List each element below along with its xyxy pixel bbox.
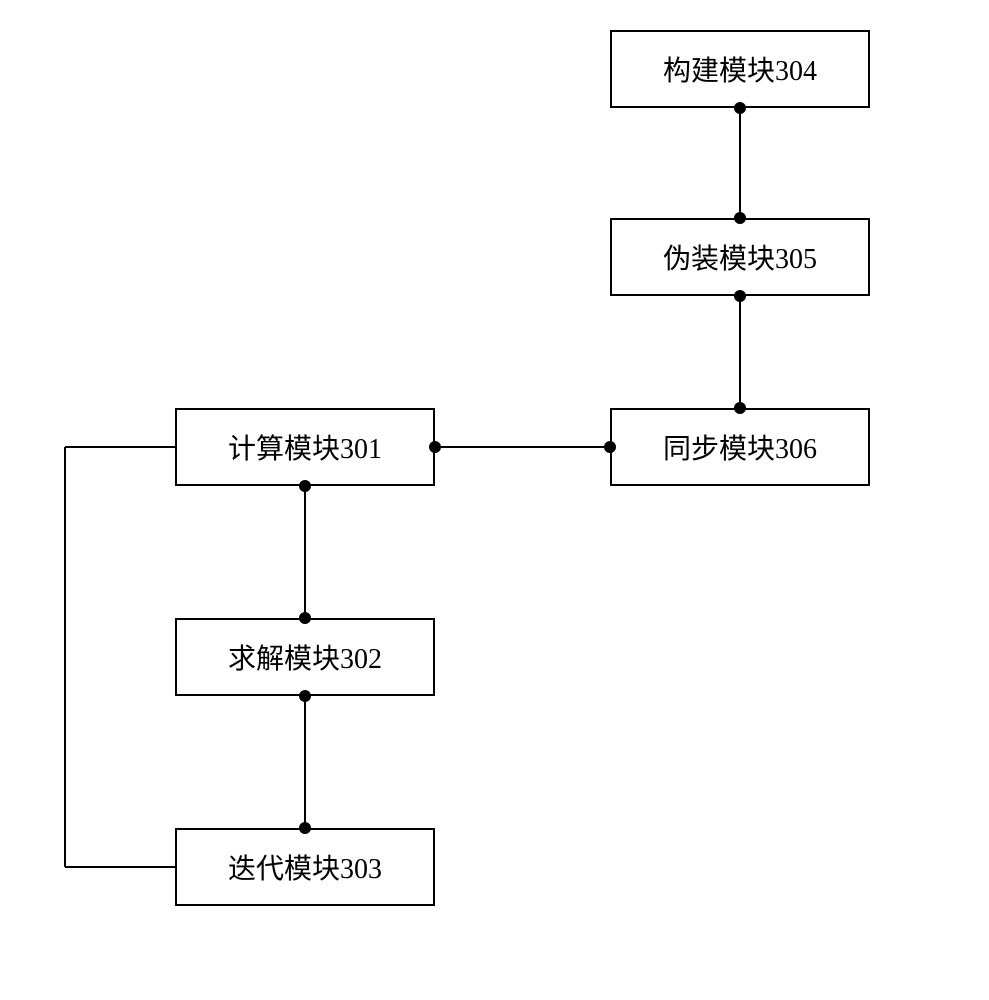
node-label: 迭代模块303 [228, 847, 382, 887]
edge-endpoint [604, 441, 616, 453]
edge-segment [65, 866, 175, 868]
edge-endpoint [734, 402, 746, 414]
edge-endpoint [734, 102, 746, 114]
edge-segment [64, 447, 66, 867]
node-n306: 同步模块306 [610, 408, 870, 486]
node-label: 构建模块304 [663, 49, 817, 89]
edge-segment [65, 446, 175, 448]
node-n302: 求解模块302 [175, 618, 435, 696]
edge-endpoint [299, 612, 311, 624]
node-n303: 迭代模块303 [175, 828, 435, 906]
node-label: 求解模块302 [228, 637, 382, 677]
node-label: 同步模块306 [663, 427, 817, 467]
edge-segment [739, 296, 741, 408]
edge-segment [739, 108, 741, 218]
node-label: 伪装模块305 [663, 237, 817, 277]
node-n304: 构建模块304 [610, 30, 870, 108]
edge-endpoint [299, 480, 311, 492]
node-n301: 计算模块301 [175, 408, 435, 486]
edge-endpoint [299, 822, 311, 834]
node-label: 计算模块301 [228, 427, 382, 467]
edge-endpoint [734, 212, 746, 224]
node-n305: 伪装模块305 [610, 218, 870, 296]
edge-endpoint [734, 290, 746, 302]
edge-endpoint [299, 690, 311, 702]
edge-endpoint [429, 441, 441, 453]
edge-segment [435, 446, 610, 448]
edge-segment [304, 696, 306, 828]
edge-segment [304, 486, 306, 618]
